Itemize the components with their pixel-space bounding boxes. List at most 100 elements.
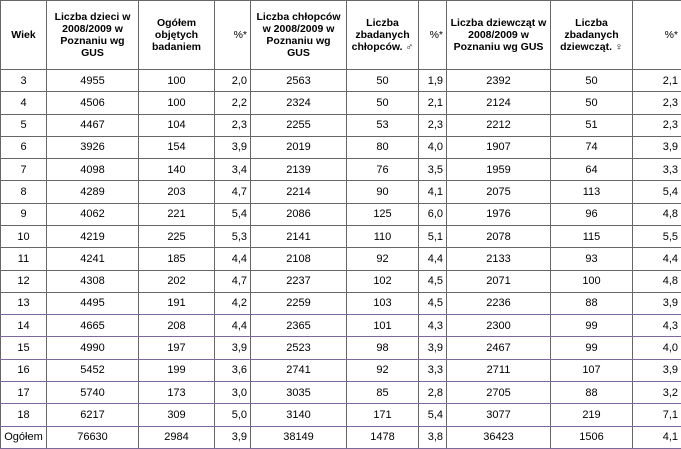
table-cell: 64	[550, 158, 633, 182]
table-cell: 185	[138, 247, 215, 271]
table-cell: 3,6	[214, 358, 251, 382]
header-cell: %*	[418, 0, 447, 70]
table-cell: 4,5	[418, 291, 447, 316]
table-row: Ogółem 76630 2984 3,9 38149 1478 3,8 36423 1506 4…	[0, 425, 681, 449]
table-cell: 4,4	[632, 247, 681, 271]
table-cell: 76630	[46, 425, 139, 449]
table-cell: 5,1	[418, 224, 447, 249]
table-cell: 92	[346, 358, 419, 382]
header-cell: Liczba dziewcząt w 2008/2009 w Poznaniu …	[446, 0, 551, 70]
table-cell: 202	[138, 269, 215, 293]
table-cell: 99	[550, 314, 633, 338]
table-row: 15 4990 197 3,9 2523 98 3,9 2467 99 4,0	[0, 336, 681, 360]
table-cell: 2984	[138, 425, 215, 449]
table-row: 8 4289 203 4,7 2214 90 4,1 2075 113 5,4	[0, 180, 681, 204]
table-cell: 4,0	[632, 336, 681, 360]
table-cell: 2300	[446, 314, 551, 338]
table-cell: 85	[346, 380, 419, 405]
table-cell: 3,0	[214, 380, 251, 405]
table-cell: 4219	[46, 224, 139, 249]
table-cell: 4,2	[214, 291, 251, 316]
table-cell: 4,7	[214, 269, 251, 293]
table-cell: 107	[550, 358, 633, 382]
table-cell: 2,0	[214, 68, 251, 93]
table-cell: 10	[0, 224, 47, 249]
table-cell: 3,3	[418, 358, 447, 382]
table-cell: 3140	[250, 403, 347, 427]
table-cell: 154	[138, 135, 215, 160]
table-cell: 199	[138, 358, 215, 382]
table-cell: 6,0	[418, 202, 447, 226]
table-cell: 18	[0, 403, 47, 427]
table-cell: 11	[0, 247, 47, 271]
table-cell: 3,9	[214, 336, 251, 360]
header-cell: Liczba zbadanych dziewcząt. ♀	[550, 0, 633, 70]
table-cell: 4,4	[214, 247, 251, 271]
table-cell: 102	[346, 269, 419, 293]
table-cell: 3,9	[632, 358, 681, 382]
table-cell: 17	[0, 380, 47, 405]
table-cell: 4,3	[632, 314, 681, 338]
table-cell: 3926	[46, 135, 139, 160]
header-cell: Liczba dzieci w 2008/2009 w Poznaniu wg …	[46, 0, 139, 70]
table-cell: 4467	[46, 113, 139, 137]
table-cell: 1506	[550, 425, 633, 449]
table-cell: 90	[346, 180, 419, 204]
table-cell: 96	[550, 202, 633, 226]
table-row: 18 6217 309 5,0 3140 171 5,4 3077 219 7,1	[0, 403, 681, 427]
table-cell: 7	[0, 158, 47, 182]
table-cell: 100	[550, 269, 633, 293]
table-cell: 2214	[250, 180, 347, 204]
table-row: 17 5740 173 3,0 3035 85 2,8 2705 88 3,2	[0, 380, 681, 405]
table-cell: 2078	[446, 224, 551, 249]
table-cell: 4955	[46, 68, 139, 93]
table-cell: 3,9	[632, 291, 681, 316]
table-cell: 88	[550, 291, 633, 316]
table-cell: 110	[346, 224, 419, 249]
table-cell: 2563	[250, 68, 347, 93]
table-cell: 2133	[446, 247, 551, 271]
table-cell: 2139	[250, 158, 347, 182]
table-cell: 1959	[446, 158, 551, 182]
table-cell: 3,4	[214, 158, 251, 182]
table-cell: 100	[138, 91, 215, 115]
table-cell: 2705	[446, 380, 551, 405]
table-cell: 4,7	[214, 180, 251, 204]
table-cell: 5,4	[214, 202, 251, 226]
table-cell: 4,1	[632, 425, 681, 449]
table-cell: 14	[0, 314, 47, 338]
table-cell: 1478	[346, 425, 419, 449]
table-cell: 74	[550, 135, 633, 160]
table-cell: 4,0	[418, 135, 447, 160]
table-cell: 100	[138, 68, 215, 93]
table-cell: 3035	[250, 380, 347, 405]
header-cell: Wiek	[0, 0, 47, 70]
table-cell: 53	[346, 113, 419, 137]
table-cell: 38149	[250, 425, 347, 449]
table-cell: 203	[138, 180, 215, 204]
table-row: 7 4098 140 3,4 2139 76 3,5 1959 64 3,3	[0, 158, 681, 182]
table-cell: 140	[138, 158, 215, 182]
table-cell: 5,0	[214, 403, 251, 427]
table-cell: 3077	[446, 403, 551, 427]
table-cell: 4062	[46, 202, 139, 226]
table-cell: 3,9	[214, 425, 251, 449]
table-cell: 4990	[46, 336, 139, 360]
table-cell: 2259	[250, 291, 347, 316]
table-cell: 4241	[46, 247, 139, 271]
table-cell: 3,3	[632, 158, 681, 182]
table-row: 11 4241 185 4,4 2108 92 4,4 2133 93 4,4	[0, 247, 681, 271]
table-cell: 4,5	[418, 269, 447, 293]
table-cell: 1976	[446, 202, 551, 226]
table-cell: 125	[346, 202, 419, 226]
table-cell: 113	[550, 180, 633, 204]
table-cell: 2324	[250, 91, 347, 115]
table-cell: 2071	[446, 269, 551, 293]
table-cell: 5740	[46, 380, 139, 405]
table-cell: 225	[138, 224, 215, 249]
table-cell: 51	[550, 113, 633, 137]
table-cell: 2019	[250, 135, 347, 160]
table-cell: 2212	[446, 113, 551, 137]
table-cell: 208	[138, 314, 215, 338]
